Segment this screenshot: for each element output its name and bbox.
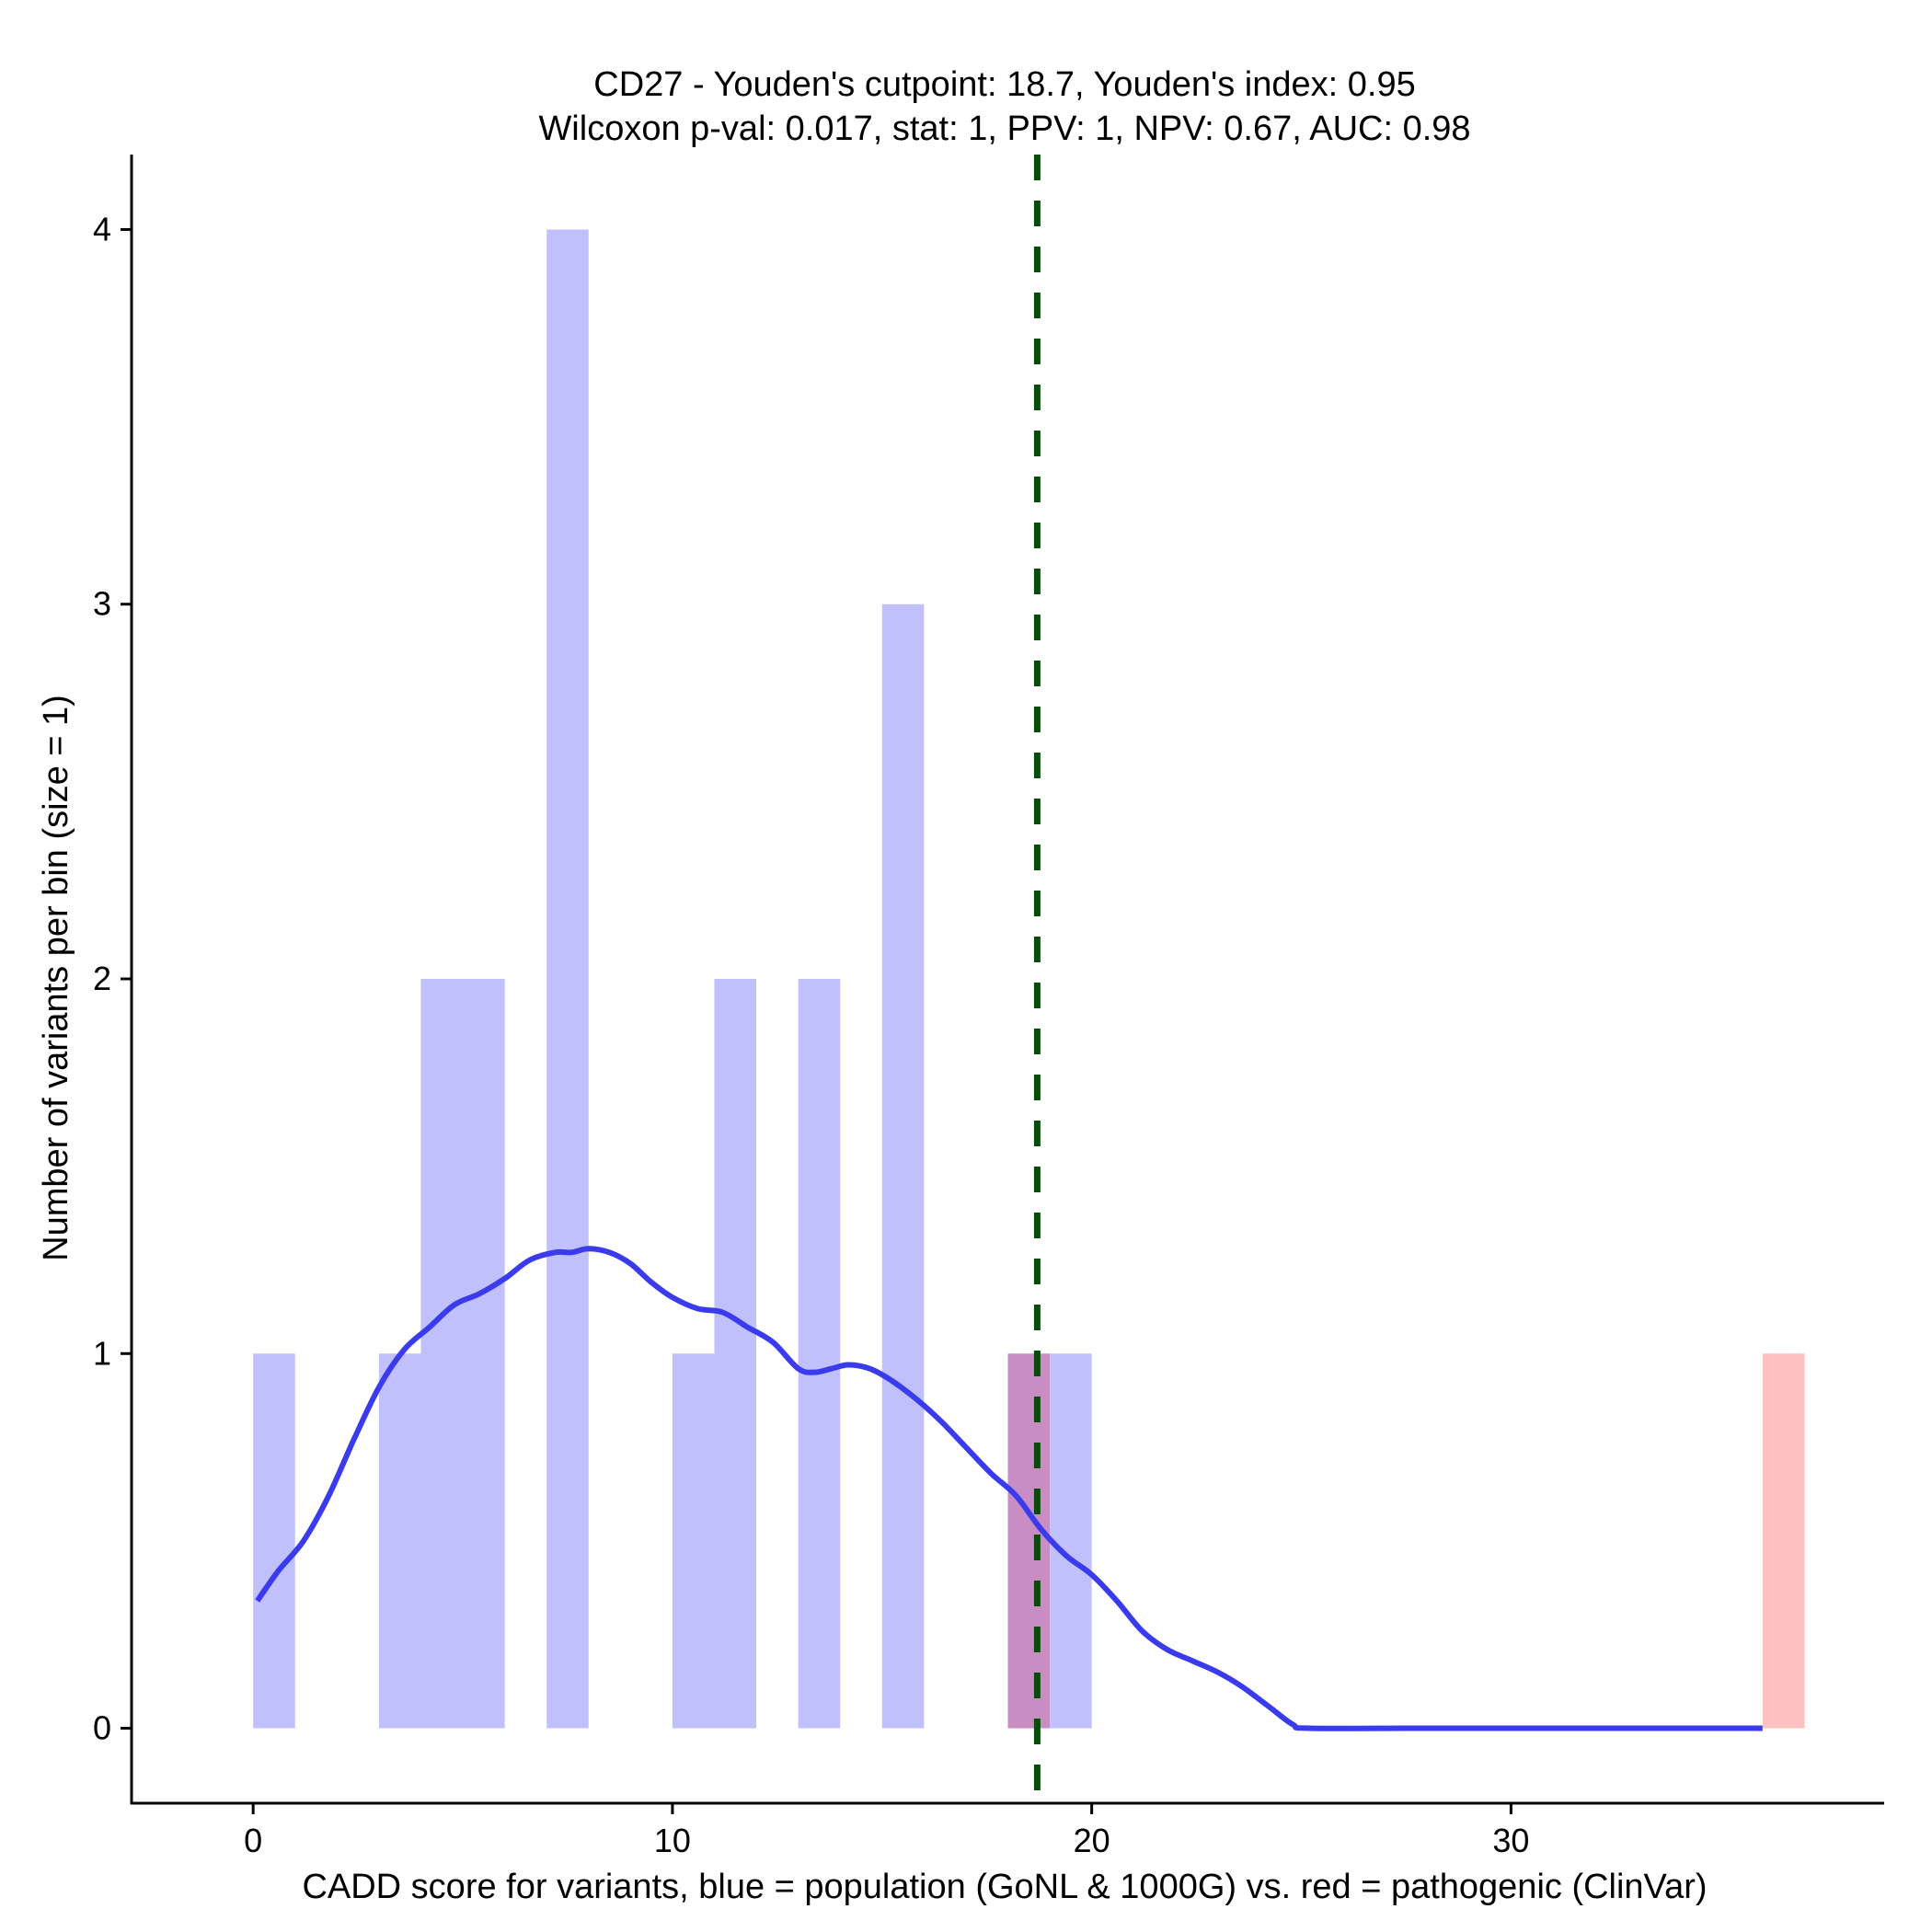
x-ticks: 0 10 20 30	[244, 1803, 1529, 1859]
population-bar	[714, 979, 757, 1729]
population-bar	[672, 1353, 715, 1729]
y-ticks: 0 1 2 3 4	[93, 210, 132, 1747]
density-curve	[255, 1246, 1763, 1731]
x-tick-label: 30	[1492, 1822, 1529, 1859]
chart-title: CD27 - Youden's cutpoint: 18.7, Youden's…	[593, 65, 1415, 104]
pathogenic-bar	[1762, 1353, 1805, 1729]
x-tick-label: 0	[244, 1822, 262, 1859]
y-tick-label: 0	[93, 1709, 111, 1747]
population-bar	[253, 1353, 295, 1729]
population-bar	[1050, 1353, 1092, 1729]
population-bar	[881, 604, 925, 1729]
y-tick-label: 2	[93, 960, 111, 997]
y-tick-label: 4	[93, 210, 111, 247]
chart-subtitle: Wilcoxon p-val: 0.017, stat: 1, PPV: 1, …	[538, 109, 1470, 148]
population-bar	[463, 979, 505, 1729]
population-bar	[378, 1353, 421, 1729]
overlap-bar	[1007, 1353, 1051, 1729]
population-bar	[798, 979, 841, 1729]
density-layer	[255, 1246, 1763, 1731]
y-tick-label: 1	[93, 1334, 111, 1372]
y-axis-label: Number of variants per bin (size = 1)	[37, 695, 75, 1261]
x-tick-label: 10	[654, 1822, 691, 1859]
population-bar	[546, 229, 589, 1729]
y-tick-label: 3	[93, 585, 111, 623]
x-tick-label: 20	[1074, 1822, 1110, 1859]
histogram-bars	[253, 229, 1805, 1729]
population-bar	[420, 979, 464, 1729]
x-axis-label: CADD score for variants, blue = populati…	[302, 1868, 1707, 1906]
